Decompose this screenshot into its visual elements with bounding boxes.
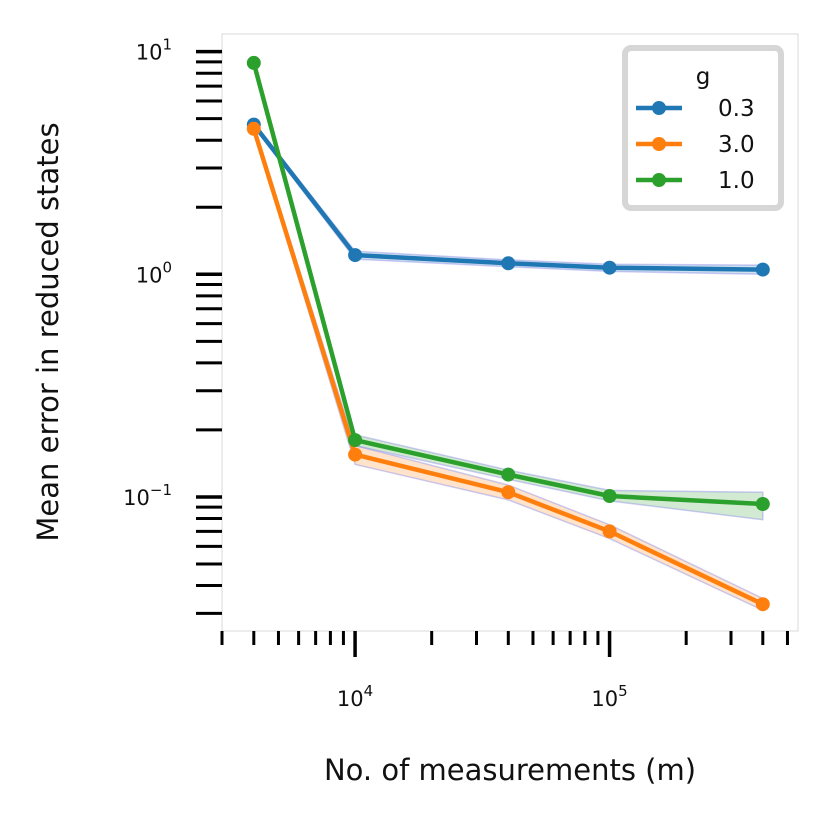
legend-label: 3.0	[718, 132, 755, 158]
x-axis-title: No. of measurements (m)	[324, 753, 696, 787]
x-axis: 104 105	[220, 631, 789, 711]
legend-label: 0.3	[718, 96, 755, 122]
point-series-0	[602, 260, 617, 275]
legend-marker	[652, 101, 666, 115]
legend-label: 1.0	[718, 168, 755, 194]
legend-title: g	[696, 64, 711, 90]
x-tick-label: 104	[337, 682, 373, 711]
legend-entry: 0.3	[636, 96, 755, 122]
legend-box	[622, 45, 784, 211]
point-series-0	[501, 256, 516, 271]
point-series-2	[348, 433, 363, 448]
point-series-1	[755, 597, 770, 612]
legend-entries: 0.3 3.0 1.0	[636, 96, 755, 194]
y-tick-label: 101	[136, 36, 172, 65]
data-points	[246, 55, 770, 612]
y-tick-label: 10−1	[123, 481, 172, 510]
y-axis: 101 100 10−1	[123, 36, 222, 615]
point-series-2	[602, 489, 617, 503]
legend-marker	[652, 173, 666, 187]
point-series-1	[501, 485, 516, 500]
point-series-2	[755, 497, 770, 511]
legend: g 0.3 3.0 1.0	[622, 45, 784, 211]
point-series-1	[246, 121, 261, 136]
plot-frame	[221, 33, 799, 632]
y-axis-title: Mean error in reduced states	[31, 122, 65, 541]
legend-marker	[652, 137, 666, 151]
legend-entry: 1.0	[636, 168, 755, 194]
x-tick-label: 105	[591, 682, 627, 711]
point-series-2	[501, 467, 516, 482]
point-series-1	[602, 524, 617, 539]
point-series-0	[755, 262, 770, 277]
legend-entry: 3.0	[636, 132, 755, 158]
point-series-0	[348, 248, 363, 263]
point-series-1	[348, 447, 363, 462]
y-tick-label: 100	[136, 258, 172, 287]
point-series-2	[246, 55, 261, 70]
